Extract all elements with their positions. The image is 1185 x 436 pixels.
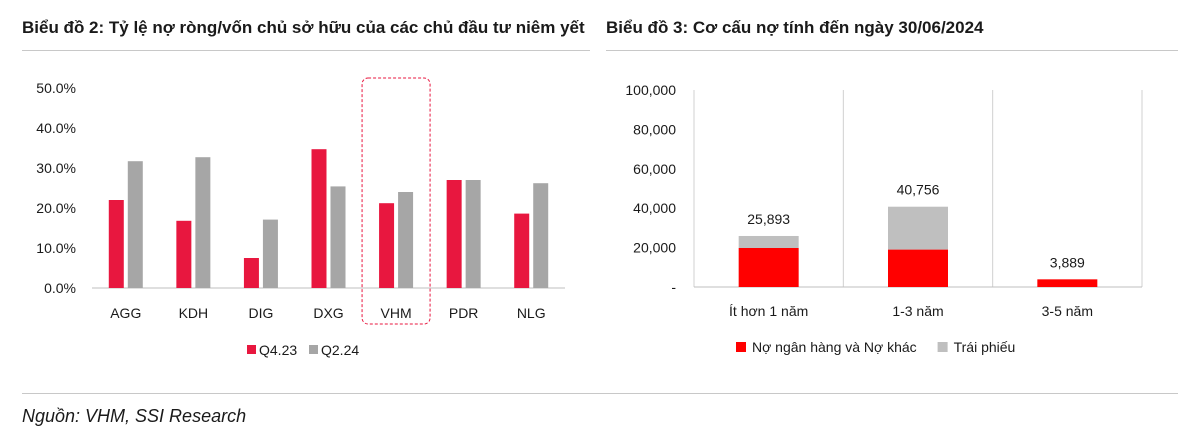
x-tick-label: VHM bbox=[381, 305, 412, 321]
x-tick-label: NLG bbox=[517, 305, 546, 321]
y-tick-label: - bbox=[671, 279, 676, 295]
vhm-highlight-box bbox=[361, 77, 431, 325]
y-tick-label: 100,000 bbox=[625, 82, 676, 98]
bar-q224-dig bbox=[262, 219, 278, 288]
legend-label: Q4.23 bbox=[259, 342, 297, 358]
x-tick-label: 3-5 năm bbox=[1042, 303, 1093, 319]
stacked-bar-segment-bonds bbox=[888, 206, 948, 250]
legend-swatch bbox=[247, 345, 256, 354]
total-data-label: 40,756 bbox=[897, 182, 940, 198]
source-note: Nguồn: VHM, SSI Research bbox=[22, 406, 247, 426]
source-separator bbox=[22, 393, 1178, 394]
total-data-label: 3,889 bbox=[1050, 254, 1085, 270]
x-tick-label: DXG bbox=[313, 305, 343, 321]
stacked-bar-segment-bank-debt bbox=[888, 249, 948, 287]
y-tick-label: 60,000 bbox=[633, 161, 676, 177]
title-underline-left bbox=[22, 50, 590, 51]
legend-swatch bbox=[736, 342, 746, 352]
bar-q423-dig bbox=[243, 258, 259, 288]
y-tick-label: 10.0% bbox=[36, 240, 76, 256]
chart2-svg: 0.0% 10.0% 20.0% 30.0% 40.0% 50.0% AGG KDH DIG DX… bbox=[36, 77, 565, 358]
y-tick-label: 40.0% bbox=[36, 120, 76, 136]
bar-q224-dxg bbox=[330, 186, 346, 288]
legend-label: Nợ ngân hàng và Nợ khác bbox=[752, 339, 917, 355]
bar-q423-kdh bbox=[176, 220, 192, 288]
bar-q224-vhm bbox=[398, 192, 414, 288]
y-tick-label: 20.0% bbox=[36, 200, 76, 216]
chart3-svg: - 20,000 40,000 60,000 80,000 100,000 25,893 Ít… bbox=[625, 82, 1143, 355]
x-tick-label: KDH bbox=[179, 305, 209, 321]
chart3-title: Biểu đồ 3: Cơ cấu nợ tính đến ngày 30/06… bbox=[606, 18, 984, 37]
bar-q423-nlg bbox=[514, 213, 530, 288]
stacked-bar-segment-bank-debt bbox=[738, 247, 799, 287]
y-tick-label: 20,000 bbox=[633, 240, 676, 256]
stacked-bar-segment-bank-debt bbox=[1037, 279, 1098, 287]
title-underline-right bbox=[606, 50, 1178, 51]
y-tick-label: 50.0% bbox=[36, 80, 76, 96]
chart2-title: Biểu đồ 2: Tỷ lệ nợ ròng/vốn chủ sở hữu … bbox=[22, 18, 585, 37]
legend-label: Trái phiếu bbox=[954, 339, 1016, 355]
x-tick-label: AGG bbox=[110, 305, 141, 321]
x-tick-label: 1-3 năm bbox=[892, 303, 943, 319]
total-data-label: 25,893 bbox=[747, 211, 790, 227]
bar-q224-pdr bbox=[465, 180, 481, 288]
bar-q423-agg bbox=[108, 200, 124, 288]
stacked-bar-segment-bonds bbox=[738, 235, 799, 248]
bar-q423-dxg bbox=[311, 149, 327, 288]
bar-q224-kdh bbox=[195, 157, 211, 288]
x-tick-label: PDR bbox=[449, 305, 479, 321]
legend-swatch bbox=[937, 342, 948, 352]
y-tick-label: 40,000 bbox=[633, 200, 676, 216]
bar-q224-nlg bbox=[533, 183, 549, 288]
legend-swatch bbox=[309, 345, 318, 354]
bar-q224-agg bbox=[127, 161, 143, 288]
x-tick-label: DIG bbox=[248, 305, 273, 321]
bar-q423-vhm bbox=[379, 203, 395, 288]
bar-q423-pdr bbox=[446, 180, 462, 288]
x-tick-label: Ít hơn 1 năm bbox=[729, 303, 808, 319]
y-tick-label: 0.0% bbox=[44, 280, 76, 296]
legend-label: Q2.24 bbox=[321, 342, 359, 358]
y-tick-label: 30.0% bbox=[36, 160, 76, 176]
y-tick-label: 80,000 bbox=[633, 121, 676, 137]
